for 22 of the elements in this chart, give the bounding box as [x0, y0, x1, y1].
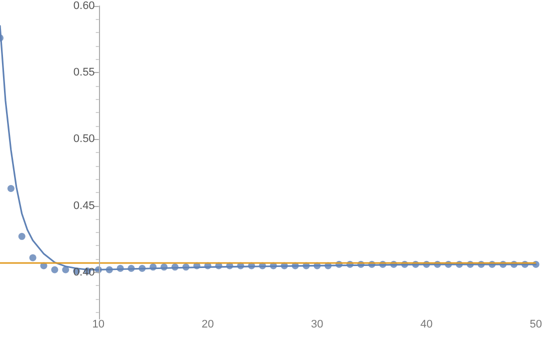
y-tick-label: 0.55	[73, 66, 95, 79]
point	[29, 254, 36, 262]
point	[171, 264, 178, 271]
point	[160, 264, 168, 271]
x-tick-label: 10	[92, 318, 105, 330]
x-tick-label: 40	[420, 318, 433, 330]
point	[182, 264, 190, 271]
point	[18, 232, 26, 240]
point	[106, 266, 113, 274]
y-tick-label: 0.45	[73, 200, 95, 212]
point	[138, 264, 146, 272]
point	[62, 266, 70, 274]
point	[7, 184, 14, 192]
y-tick-label: 0.60	[73, 0, 95, 12]
point	[128, 264, 135, 272]
x-tick-label: 20	[202, 318, 214, 330]
y-tick-label: 0.50	[73, 133, 95, 146]
x-tick-label: 50	[530, 318, 542, 330]
point	[150, 264, 157, 271]
x-tick-label: 30	[311, 318, 324, 330]
point	[51, 266, 58, 274]
point	[116, 264, 124, 272]
